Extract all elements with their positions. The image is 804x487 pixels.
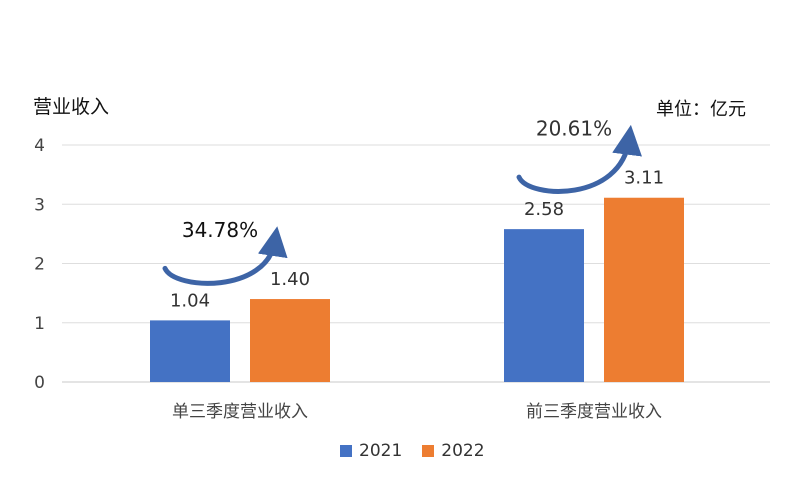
growth-arrow [162, 226, 288, 286]
data-label: 3.11 [624, 168, 664, 189]
growth-label: 20.61% [536, 117, 612, 141]
y-tick-label: 2 [34, 255, 45, 275]
data-label: 1.40 [270, 269, 310, 290]
growth-label: 34.78% [182, 218, 258, 242]
legend-label-2022: 2022 [441, 441, 485, 461]
bar [604, 197, 684, 382]
legend: 2021 2022 [340, 441, 505, 461]
data-label: 2.58 [524, 199, 564, 220]
y-tick-label: 0 [34, 373, 45, 393]
bar [150, 320, 230, 382]
y-tick-label: 1 [34, 314, 45, 334]
legend-swatch-2022 [422, 445, 435, 457]
x-tick-label: 前三季度营业收入 [526, 402, 662, 422]
y-tick-label: 4 [34, 136, 45, 156]
bar [250, 299, 330, 382]
y-tick-label: 3 [34, 195, 45, 215]
unit-label: 单位：亿元 [656, 99, 746, 120]
legend-label-2021: 2021 [359, 441, 403, 461]
legend-item-2021: 2021 [340, 441, 402, 461]
y-axis-title: 营业收入 [33, 96, 110, 118]
data-label: 1.04 [170, 290, 210, 311]
legend-swatch-2021 [340, 445, 352, 457]
x-tick-label: 单三季度营业收入 [172, 402, 308, 422]
growth-arrow [516, 124, 642, 194]
bar [504, 229, 584, 382]
legend-item-2022: 2022 [422, 441, 485, 461]
